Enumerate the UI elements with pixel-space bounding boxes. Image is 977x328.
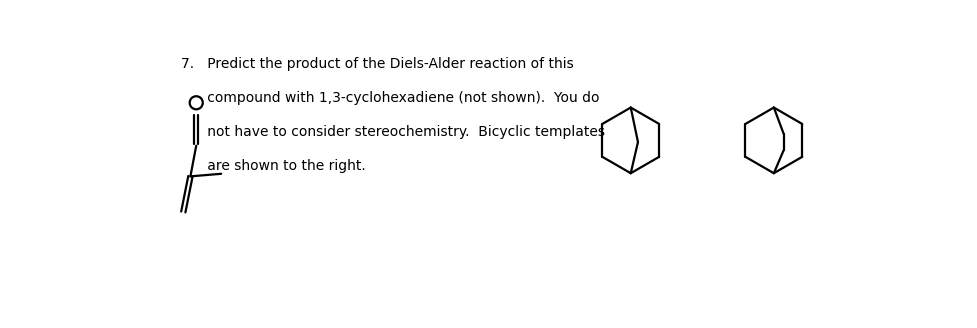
Text: not have to consider stereochemistry.  Bicyclic templates: not have to consider stereochemistry. Bi… xyxy=(181,125,605,139)
Text: are shown to the right.: are shown to the right. xyxy=(181,159,365,173)
Text: compound with 1,3-cyclohexadiene (not shown).  You do: compound with 1,3-cyclohexadiene (not sh… xyxy=(181,91,599,105)
Circle shape xyxy=(190,96,202,109)
Text: 7.   Predict the product of the Diels-Alder reaction of this: 7. Predict the product of the Diels-Alde… xyxy=(181,57,573,71)
